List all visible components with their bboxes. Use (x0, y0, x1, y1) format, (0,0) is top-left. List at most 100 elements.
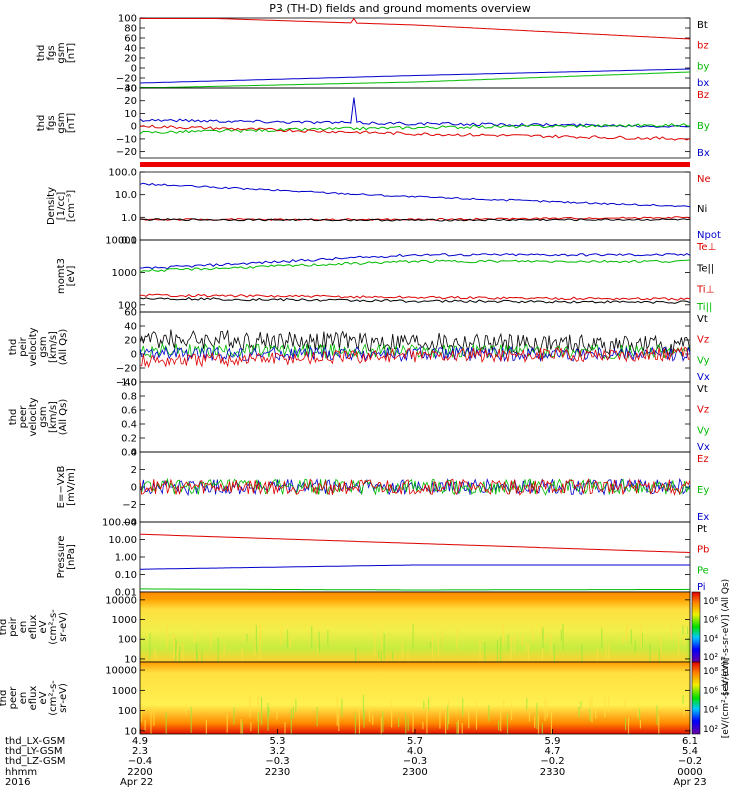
spectrogram-streak (276, 707, 278, 720)
legend-entry: Vy (697, 355, 710, 366)
spectrogram-streak (286, 629, 289, 649)
spectrogram-streak (176, 642, 179, 662)
legend-entry: Bz (697, 90, 709, 101)
legend-entry: Pt (697, 524, 707, 535)
time-axis-value: 2300 (402, 767, 427, 778)
time-axis-value: 0000 (677, 767, 702, 778)
series-line-pi (140, 588, 690, 591)
spectrogram-streak (173, 634, 175, 659)
y-axis-label: Density (46, 187, 57, 225)
spectrogram-streak (210, 631, 212, 651)
spectrogram-streak (257, 695, 259, 722)
y-axis-label: thd (0, 690, 9, 707)
y-tick-label: 100 (118, 14, 137, 25)
spectrogram-streak (412, 623, 414, 649)
spectrogram-streak (522, 635, 524, 646)
spectrogram-streak (205, 719, 207, 734)
spectrogram-streak (201, 650, 203, 662)
spectrogram-streak (182, 643, 184, 662)
y-axis-label: gsm (38, 336, 49, 357)
time-axis-value: −0.2 (540, 756, 564, 767)
time-axis-value: −0.3 (403, 756, 427, 767)
y-tick-label: 40 (124, 44, 137, 55)
colorbar-tick-label: 10² (703, 653, 718, 663)
time-axis-value: −0.3 (265, 756, 289, 767)
y-tick-label: 40 (124, 322, 137, 333)
spectrogram-streak (641, 632, 643, 649)
y-tick-label: −40 (116, 378, 137, 389)
y-tick-label: −10 (116, 134, 137, 145)
series-line-ne (139, 216, 691, 221)
spectrogram-streak (683, 706, 685, 715)
y-tick-label: 10.00 (108, 535, 137, 546)
y-axis-label: fgs (46, 115, 57, 130)
y-axis-label: fgs (46, 45, 57, 60)
y-tick-label: 20 (124, 54, 137, 65)
time-axis-value: 5.9 (545, 736, 561, 747)
time-axis-row-label: hhmm (5, 767, 37, 778)
y-tick-label: 0 (131, 483, 137, 494)
time-axis-row-label: thd_LZ-GSM (5, 756, 66, 767)
spectrogram-streak (165, 712, 167, 734)
series-line-bz (139, 97, 691, 128)
spectrogram-streak (382, 711, 384, 733)
y-tick-label: 100 (118, 635, 137, 646)
y-tick-label: 0.6 (121, 406, 137, 417)
spectrogram-streak (341, 699, 343, 717)
spectrogram-streak (502, 624, 504, 645)
y-axis-label: Pressure (56, 536, 67, 579)
spectrogram-streak (687, 637, 689, 662)
legend-entry: Ex (697, 512, 709, 523)
spectrogram-streak (257, 712, 259, 734)
colorbar-2 (691, 661, 701, 735)
spectrogram-streak (507, 634, 509, 651)
series-line-pe (140, 564, 690, 570)
time-axis-value: 6.1 (682, 736, 698, 747)
spectrogram-streak (544, 695, 546, 721)
y-axis-label: velocity (28, 327, 39, 366)
y-tick-label: 0.10 (115, 570, 137, 581)
spectrogram-streak (327, 630, 329, 647)
legend-entry: Ti⊥ (696, 285, 714, 296)
y-axis-label: peer (18, 405, 29, 429)
y-axis-label: sr‑eV) (58, 683, 69, 713)
time-axis-value: Apr 23 (673, 777, 706, 788)
series-line-vy (139, 342, 691, 360)
series-line-ti (139, 253, 691, 270)
series-line-vt (139, 329, 691, 356)
y-tick-label: 1.0 (121, 213, 137, 224)
time-axis-value: 5.7 (407, 736, 423, 747)
y-tick-label: 10000 (105, 236, 137, 247)
y-tick-label: 0.01 (115, 588, 137, 599)
spectrogram-streak (656, 705, 658, 725)
series-line-vx (139, 345, 691, 363)
spectrogram-streak (378, 650, 380, 659)
spectrogram-streak (649, 643, 651, 662)
legend-entry: Ni (697, 204, 707, 215)
spectrogram-streak (439, 707, 441, 729)
spectrogram-streak (422, 721, 424, 730)
spectrogram-streak (185, 704, 187, 714)
legend-entry: Vt (697, 314, 708, 325)
colorbar-label: [eV/(cm²‑s‑sr‑eV)] (All Qs) (721, 579, 731, 695)
spectrogram-streak (423, 700, 425, 710)
legend-entry: Vz (697, 335, 709, 346)
series-line-bx (139, 124, 691, 141)
y-tick-label: 100.0 (108, 168, 137, 179)
y-tick-label: 1000 (112, 268, 137, 279)
y-axis-label: [nT] (66, 43, 77, 63)
y-tick-label: 1.00 (115, 553, 137, 564)
spectrogram-streak (405, 713, 407, 734)
legend-entry: Pe (697, 565, 709, 576)
y-axis-label: (All Qs) (58, 399, 69, 436)
legend-entry: Ey (697, 485, 709, 496)
y-tick-label: 2 (131, 465, 137, 476)
spectrogram-streak (544, 634, 546, 642)
legend-entry: by (697, 61, 709, 72)
panel-10: 10⁸ 10⁶ 10⁴ 10² [eV/(cm²‑s‑sr‑eV)] 10000 1000 1… (0, 658, 731, 739)
spectrogram-streak (625, 718, 627, 731)
spectrogram-streak (562, 624, 564, 651)
